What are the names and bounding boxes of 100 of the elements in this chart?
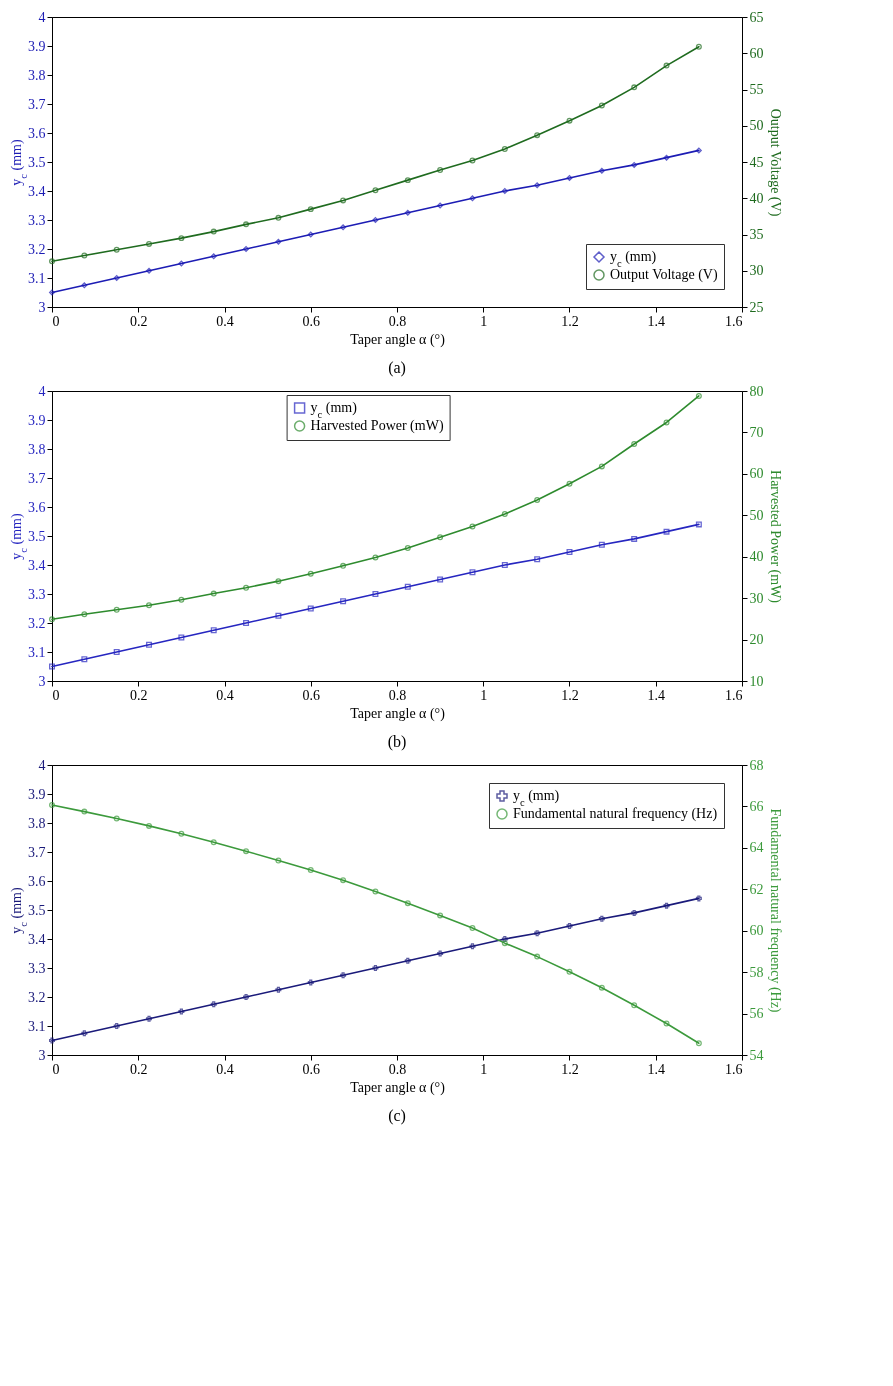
- text: (a): [388, 359, 406, 377]
- x-tick-label: 1.6: [725, 687, 743, 703]
- y2-tick-label: 35: [749, 227, 764, 242]
- point: [404, 957, 411, 964]
- point: [598, 167, 605, 174]
- point: [340, 224, 347, 231]
- y-tick-label: 3: [38, 1047, 46, 1063]
- y2-tick-label: 60: [749, 45, 764, 61]
- point: [340, 972, 347, 979]
- x-tick-label: 0.2: [130, 687, 148, 703]
- point: [178, 830, 185, 837]
- point: [695, 521, 702, 528]
- y2-tick-label: 65: [749, 9, 764, 25]
- point: [501, 562, 508, 568]
- x-tick-label: 0.6: [302, 313, 320, 329]
- y-tick-label: 3.6: [28, 873, 46, 889]
- point: [113, 1023, 120, 1029]
- legend-label: y$_{c}$ (mm): [310, 400, 358, 420]
- point: [340, 562, 347, 569]
- text: (b): [387, 733, 407, 751]
- point: [372, 554, 379, 561]
- y2-tick-label: 66: [749, 798, 764, 814]
- point: [146, 1015, 153, 1022]
- point: [631, 441, 638, 448]
- point: [210, 839, 217, 846]
- x-tick-label: 1.4: [647, 313, 665, 329]
- x-tick-label: 0.8: [388, 313, 407, 329]
- point: [81, 282, 88, 289]
- point: [243, 848, 250, 855]
- point: [404, 583, 411, 590]
- point: [210, 228, 217, 235]
- point: [663, 154, 670, 161]
- y-tick-label: 3.5: [28, 528, 46, 544]
- point: [146, 240, 153, 247]
- y2-tick-label: 30: [749, 590, 764, 606]
- x-tick-label: 0: [52, 687, 60, 703]
- point: [501, 145, 508, 152]
- y2-axis-title: Harvested Power (mW): [766, 470, 783, 604]
- point: [275, 612, 282, 619]
- point: [307, 867, 314, 874]
- point: [307, 605, 314, 612]
- x-tick-label: 1.6: [725, 1061, 743, 1077]
- x-tick-label: 0.6: [302, 1061, 320, 1077]
- point: [501, 940, 508, 947]
- point: [501, 511, 508, 518]
- y2-tick-label: 40: [749, 190, 764, 206]
- y-tick-label: 3.2: [28, 989, 46, 1005]
- point: [307, 570, 314, 577]
- x-tick-label: 1.4: [647, 687, 665, 703]
- y-tick-label: 3.7: [28, 470, 46, 486]
- legend-label: y$_{c}$ (mm): [610, 249, 657, 269]
- y2-tick-label: 45: [749, 154, 764, 170]
- point: [81, 808, 88, 815]
- point: [178, 634, 185, 641]
- y-tick-label: 3.5: [28, 154, 46, 170]
- x-tick-label: 0.4: [216, 1061, 234, 1077]
- point: [243, 246, 250, 252]
- point: [372, 888, 379, 895]
- y2-tick-label: 50: [749, 118, 764, 134]
- legend-label: Output Voltage (V): [610, 267, 718, 283]
- line-series: [49, 895, 702, 1044]
- point: [534, 182, 541, 189]
- x-tick-label: 1: [480, 687, 488, 703]
- y-tick-label: 3.8: [28, 815, 46, 831]
- point: [663, 62, 670, 69]
- point: [437, 912, 444, 919]
- point: [631, 84, 638, 91]
- point: [631, 909, 638, 916]
- y-tick-label: 3.3: [28, 586, 46, 602]
- point: [501, 936, 508, 942]
- point: [566, 922, 573, 929]
- y-tick-label: 3.8: [28, 67, 46, 83]
- x-tick-label: 0.2: [130, 1061, 148, 1077]
- y2-tick-label: 40: [749, 549, 764, 565]
- y-tick-label: 3.1: [28, 644, 46, 660]
- y2-tick-label: 68: [749, 757, 764, 773]
- point: [113, 815, 120, 822]
- point: [372, 217, 379, 223]
- y2-tick-label: 64: [749, 840, 764, 856]
- x-tick-label: 1.4: [647, 1061, 665, 1077]
- point: [307, 231, 314, 238]
- point: [81, 611, 88, 618]
- x-axis-title: Taper angle α (°): [350, 331, 446, 348]
- point: [210, 1001, 217, 1008]
- legend-label: Fundamental natural frequency (Hz): [513, 806, 718, 822]
- point: [404, 177, 411, 184]
- point: [469, 157, 476, 164]
- point: [146, 267, 153, 274]
- point: [598, 102, 605, 109]
- point: [275, 857, 282, 864]
- point: [81, 656, 88, 663]
- point: [663, 419, 670, 426]
- point: [663, 528, 670, 535]
- point: [372, 591, 379, 597]
- point: [631, 535, 638, 542]
- y-tick-label: 3.4: [28, 931, 46, 947]
- point: [49, 289, 55, 296]
- point: [81, 252, 88, 259]
- point: [243, 994, 250, 1000]
- point: [598, 463, 605, 470]
